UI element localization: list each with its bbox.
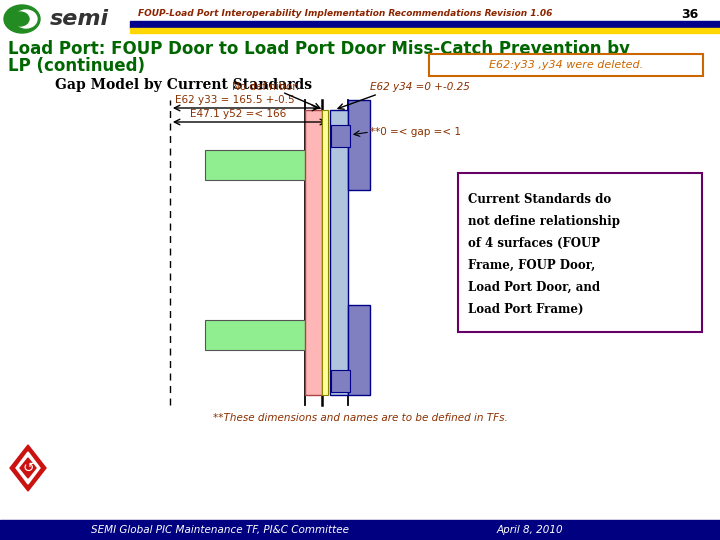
FancyBboxPatch shape [458, 173, 702, 332]
Text: E62 y34 =0 +-0.25: E62 y34 =0 +-0.25 [370, 82, 470, 92]
Text: Load Port Door, and: Load Port Door, and [468, 281, 600, 294]
Polygon shape [20, 458, 36, 478]
FancyBboxPatch shape [429, 54, 703, 76]
Text: Load Port Frame): Load Port Frame) [468, 303, 583, 316]
Bar [331, 370, 350, 392]
Text: E62 y33 = 165.5 +-0.5: E62 y33 = 165.5 +-0.5 [175, 95, 294, 105]
Bar [322, 110, 328, 395]
Bar [330, 110, 348, 395]
Text: LP (continued): LP (continued) [8, 57, 145, 75]
Text: E47.1 y52 =< 166: E47.1 y52 =< 166 [190, 109, 287, 119]
Text: SEMI Global PIC Maintenance TF, PI&C Committee: SEMI Global PIC Maintenance TF, PI&C Com… [91, 525, 349, 535]
Text: semi: semi [50, 9, 109, 29]
Text: not define relationship: not define relationship [468, 215, 620, 228]
Text: E62:y33 ,y34 were deleted.: E62:y33 ,y34 were deleted. [489, 60, 643, 70]
Text: Frame, FOUP Door,: Frame, FOUP Door, [468, 259, 595, 272]
Text: No definition: No definition [232, 82, 298, 92]
Text: April 8, 2010: April 8, 2010 [497, 525, 563, 535]
Ellipse shape [15, 10, 37, 28]
Text: 36: 36 [680, 8, 698, 21]
Bar [305, 110, 322, 395]
Text: Load Port: FOUP Door to Load Port Door Miss-Catch Prevention by: Load Port: FOUP Door to Load Port Door M… [8, 40, 630, 58]
Text: **0 =< gap =< 1: **0 =< gap =< 1 [370, 127, 461, 137]
Polygon shape [16, 452, 40, 484]
Bar [130, 28, 720, 33]
Bar [205, 150, 307, 180]
Text: **These dimensions and names are to be defined in TFs.: **These dimensions and names are to be d… [212, 413, 508, 423]
Text: Gap Model by Current Standards: Gap Model by Current Standards [55, 78, 312, 92]
Bar [130, 21, 720, 28]
Bar [205, 320, 307, 350]
Text: ↺: ↺ [22, 461, 34, 475]
Bar [348, 100, 370, 190]
Text: of 4 surfaces (FOUP: of 4 surfaces (FOUP [468, 237, 600, 250]
Polygon shape [10, 445, 46, 491]
Bar [0, 520, 720, 540]
Bar [331, 125, 350, 147]
Text: Current Standards do: Current Standards do [468, 193, 611, 206]
Ellipse shape [11, 12, 29, 26]
Bar [348, 305, 370, 395]
Ellipse shape [4, 5, 40, 33]
Text: FOUP-Load Port Interoperability Implementation Recommendations Revision 1.06: FOUP-Load Port Interoperability Implemen… [138, 10, 552, 18]
